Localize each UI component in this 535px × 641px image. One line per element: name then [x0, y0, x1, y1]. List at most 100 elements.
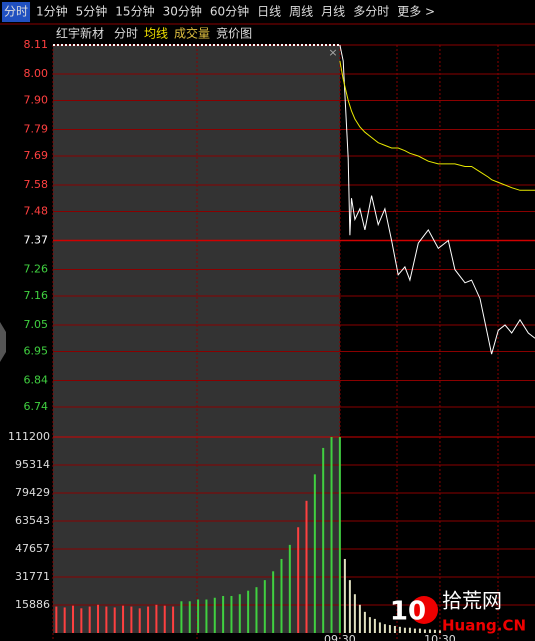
volume-bar — [63, 607, 66, 633]
tab[interactable]: 周线 — [289, 5, 313, 19]
x-tick-label: 10:30 — [424, 633, 456, 641]
volume-bar — [383, 624, 386, 633]
volume-bar — [80, 608, 83, 633]
watermark-domain: Huang.CN — [442, 617, 526, 635]
volume-bar — [363, 611, 366, 633]
volume-bar — [388, 625, 391, 633]
header: 红宇新材 分时 均线 成交量 竞价图 — [56, 26, 252, 41]
y-tick-label: 111200 — [8, 430, 50, 443]
volume-bar — [155, 604, 158, 633]
volume-bar — [297, 527, 300, 633]
y-tick-label: 7.05 — [24, 318, 49, 331]
volume-bar — [330, 437, 333, 633]
watermark: 10 拾荒网 Huang.CN — [390, 589, 526, 635]
volume-bar — [353, 594, 356, 633]
tab[interactable]: 多分时 — [353, 5, 389, 19]
volume-bar — [378, 622, 381, 633]
y-tick-label: 7.69 — [24, 149, 49, 162]
volume-bar — [413, 628, 416, 633]
volume-bar — [408, 627, 411, 633]
tab[interactable]: 1分钟 — [36, 4, 68, 19]
y-tick-label: 7.16 — [24, 289, 49, 302]
volume-bar — [398, 626, 401, 633]
volume-bar — [373, 618, 376, 633]
watermark-icon — [410, 596, 438, 624]
volume-bar — [130, 606, 133, 633]
volume-bar — [88, 606, 91, 633]
volume-bar — [97, 604, 100, 633]
volume-bar — [205, 599, 208, 633]
tab-selected — [2, 2, 31, 22]
y-tick-label: 79429 — [15, 486, 50, 499]
price-line — [339, 44, 535, 355]
volume-bar — [172, 606, 175, 633]
volume-bar — [213, 597, 216, 633]
tab[interactable]: 月线 — [321, 5, 345, 19]
volume-bar — [197, 599, 200, 633]
stock-name: 红宇新材 — [56, 26, 104, 41]
tab[interactable]: 日线 — [257, 5, 281, 19]
volume-bar — [113, 607, 116, 633]
volume-bar — [348, 580, 351, 633]
volume-bar — [180, 601, 183, 633]
x-tick-label: 09:30 — [324, 633, 356, 641]
volume-bar — [122, 605, 125, 633]
volume-bar — [230, 595, 233, 633]
header-item[interactable]: 竞价图 — [216, 27, 252, 41]
price-line — [339, 60, 535, 191]
y-tick-label: 8.11 — [24, 38, 49, 51]
y-tick-label: 8.00 — [24, 67, 49, 80]
volume-bar — [438, 630, 441, 633]
volume-bar — [418, 628, 421, 633]
volume-bar — [305, 500, 308, 633]
y-tick-label: 63543 — [15, 514, 50, 527]
volume-bar — [433, 629, 436, 633]
header-item[interactable]: 均线 — [144, 27, 168, 41]
tab[interactable]: 分时 — [4, 5, 28, 19]
volume-bar — [138, 608, 141, 633]
volume-bar — [72, 605, 75, 633]
volume-bar — [322, 447, 325, 633]
volume-bar — [280, 558, 283, 633]
volume-bar — [222, 595, 225, 633]
header-item[interactable]: 成交量 — [174, 26, 210, 41]
side-handle[interactable] — [0, 322, 6, 362]
volume-bar — [147, 606, 150, 633]
y-tick-label: 7.48 — [24, 204, 49, 217]
volume-bar — [368, 617, 371, 633]
header-item[interactable]: 分时 — [114, 27, 138, 41]
volume-bar — [55, 606, 58, 633]
volume-bar — [423, 629, 426, 633]
volume-bar — [263, 580, 266, 633]
y-tick-label: 15886 — [15, 598, 50, 611]
volume-bar — [188, 601, 191, 633]
volume-bar — [358, 604, 361, 633]
watermark-logo: 10 — [390, 597, 426, 627]
y-tick-label: 6.95 — [24, 344, 49, 357]
y-tick-label: 7.79 — [24, 123, 49, 136]
watermark-site: 拾荒网 — [442, 589, 502, 613]
close-icon[interactable]: × — [328, 46, 337, 59]
volume-bar — [288, 544, 291, 633]
tab[interactable]: 更多 > — [397, 5, 435, 19]
volume-bar — [105, 606, 108, 633]
volume-bar — [428, 629, 431, 633]
y-tick-label: 6.74 — [24, 400, 49, 413]
y-tick-label: 7.58 — [24, 178, 49, 191]
y-tick-label: 95314 — [15, 458, 50, 471]
tab[interactable]: 15分钟 — [115, 4, 154, 19]
y-tick-label: 7.37 — [24, 234, 49, 247]
volume-bar — [393, 625, 396, 633]
y-tick-label: 6.84 — [24, 374, 49, 387]
volume-bar — [163, 605, 166, 633]
volume-bar — [338, 437, 341, 633]
tab[interactable]: 60分钟 — [210, 4, 249, 19]
tab[interactable]: 30分钟 — [163, 4, 202, 19]
volume-bar — [247, 590, 250, 633]
tab[interactable]: 5分钟 — [76, 4, 108, 19]
toolbar: 分时 1分钟 5分钟 15分钟 30分钟 60分钟 日线 周线 月线 多分时 更多 > — [2, 2, 435, 22]
volume-bar — [343, 558, 346, 633]
volume-bar — [255, 587, 258, 633]
